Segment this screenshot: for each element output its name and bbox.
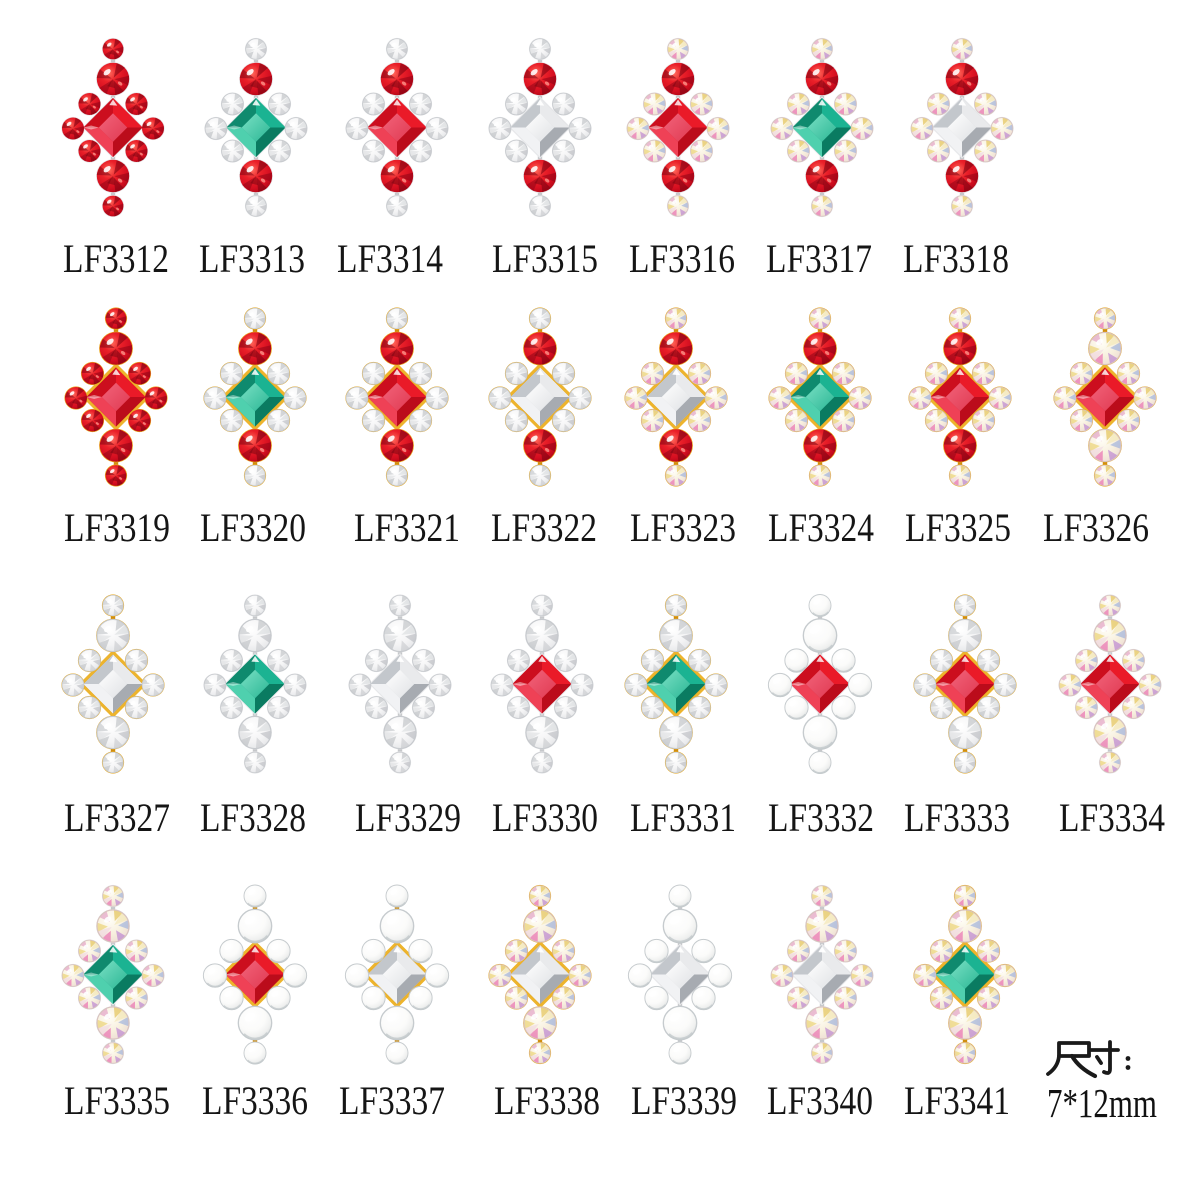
svg-text:LF3339: LF3339: [631, 1078, 737, 1123]
svg-text:LF3318: LF3318: [903, 236, 1009, 281]
svg-text:LF3312: LF3312: [63, 236, 169, 281]
svg-text:LF3321: LF3321: [354, 505, 460, 550]
svg-text:LF3328: LF3328: [200, 795, 306, 840]
svg-text:LF3320: LF3320: [200, 505, 306, 550]
svg-text:7*12mm: 7*12mm: [1047, 1080, 1157, 1126]
svg-text:LF3323: LF3323: [630, 505, 736, 550]
svg-text:LF3333: LF3333: [904, 795, 1010, 840]
svg-text:LF3314: LF3314: [337, 236, 443, 281]
svg-text:LF3331: LF3331: [630, 795, 736, 840]
svg-text:LF3337: LF3337: [339, 1078, 445, 1123]
svg-text:LF3316: LF3316: [629, 236, 735, 281]
svg-text:LF3338: LF3338: [494, 1078, 600, 1123]
svg-text:LF3313: LF3313: [199, 236, 305, 281]
svg-text:LF3327: LF3327: [64, 795, 170, 840]
svg-text:LF3326: LF3326: [1043, 505, 1149, 550]
svg-text:LF3336: LF3336: [202, 1078, 308, 1123]
svg-text:LF3317: LF3317: [766, 236, 872, 281]
svg-text:LF3341: LF3341: [904, 1078, 1010, 1123]
svg-text:LF3325: LF3325: [905, 505, 1011, 550]
svg-text:LF3324: LF3324: [768, 505, 874, 550]
svg-text:LF3329: LF3329: [355, 795, 461, 840]
svg-text:LF3334: LF3334: [1059, 795, 1165, 840]
svg-text:LF3332: LF3332: [768, 795, 874, 840]
svg-text:LF3319: LF3319: [64, 505, 170, 550]
svg-text:LF3315: LF3315: [492, 236, 598, 281]
svg-text:LF3335: LF3335: [64, 1078, 170, 1123]
svg-text:LF3322: LF3322: [491, 505, 597, 550]
svg-text:LF3330: LF3330: [492, 795, 598, 840]
svg-text:LF3340: LF3340: [767, 1078, 873, 1123]
